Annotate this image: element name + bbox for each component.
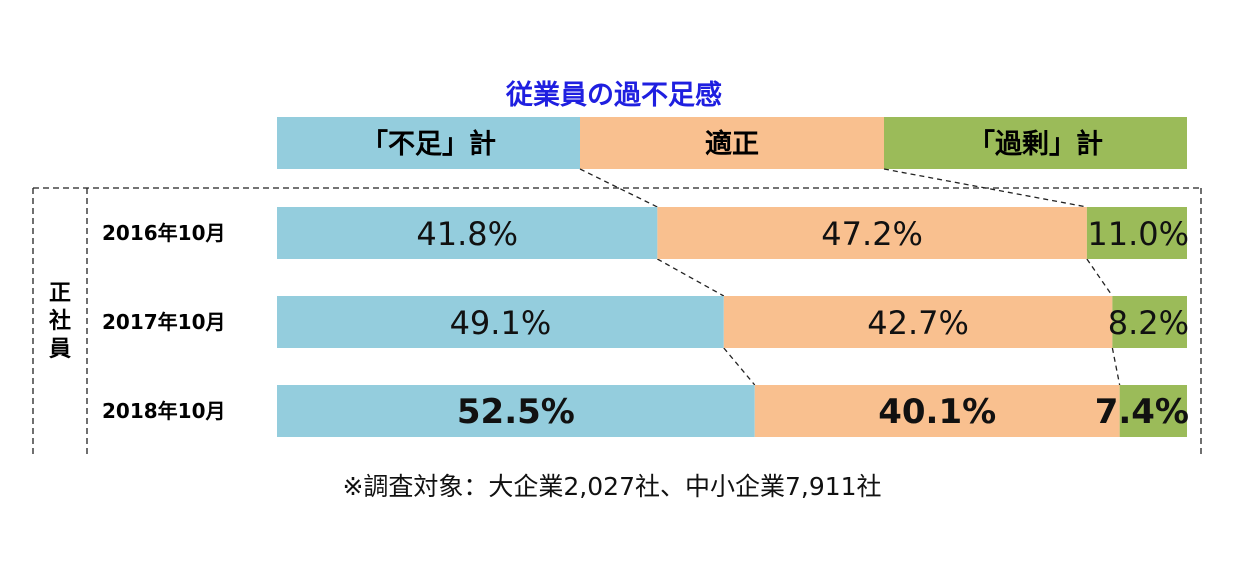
connector-r2-2 [1111, 347, 1121, 386]
bar-r3-s3 [1119, 385, 1187, 437]
bar-r1-s1 [277, 207, 658, 259]
value-label-r1-s3: 11.0% [1087, 215, 1189, 253]
value-label-r2-s2: 42.7% [867, 304, 969, 342]
value-label-r3-s3: 7.4% [1095, 392, 1189, 432]
value-label-r2-s1: 49.1% [450, 304, 552, 342]
value-label-r3-s2: 40.1% [878, 392, 996, 432]
legend-swatch-1 [277, 117, 580, 169]
connector-r1-1 [657, 258, 725, 297]
connector-r1-2 [1086, 258, 1113, 297]
value-label-r2-s3: 8.2% [1108, 304, 1189, 342]
bar-r2-s2 [723, 296, 1113, 348]
footnote: ※調査対象：大企業2,027社、中小企業7,911社 [342, 472, 881, 501]
bars: 41.8% 47.2% 11.0% 49.1% 42.7% 8.2% 52.5% 40.1% 7… [277, 207, 1189, 437]
group-label-char: 正 [49, 281, 71, 306]
category-label-2: 2017年10月 [102, 310, 226, 334]
legend-swatch-3 [884, 117, 1187, 169]
bar-r1-s2 [657, 207, 1087, 259]
legend-label-3: 「過剰」計 [968, 128, 1103, 160]
group-frame: 正社員 [32, 187, 1202, 456]
category-label-3: 2018年10月 [102, 399, 226, 423]
value-label-r1-s1: 41.8% [416, 215, 518, 253]
category-label-1: 2016年10月 [102, 221, 226, 245]
bar-r2-s1 [277, 296, 724, 348]
legend-swatch-2 [580, 117, 884, 169]
legend: 「不足」計 適正 「過剰」計 [277, 117, 1187, 169]
bar-r3-s1 [277, 385, 755, 437]
group-label-char: 社 [49, 308, 71, 334]
bar-r1-s3 [1086, 207, 1187, 259]
chart-title: 従業員の過不足感 [505, 79, 722, 111]
bar-r3-s2 [754, 385, 1120, 437]
connector-r2-1 [723, 347, 756, 386]
legend-label-1: 「不足」計 [361, 128, 496, 160]
group-label-char: 員 [48, 337, 71, 362]
row-labels: 2016年10月 2017年10月 2018年10月 [102, 221, 226, 423]
value-label-r1-s2: 47.2% [821, 215, 923, 253]
bar-r2-s3 [1112, 296, 1187, 348]
value-label-r3-s1: 52.5% [457, 392, 575, 432]
connector-lines [579, 168, 1121, 386]
legend-label-2: 適正 [705, 128, 759, 160]
